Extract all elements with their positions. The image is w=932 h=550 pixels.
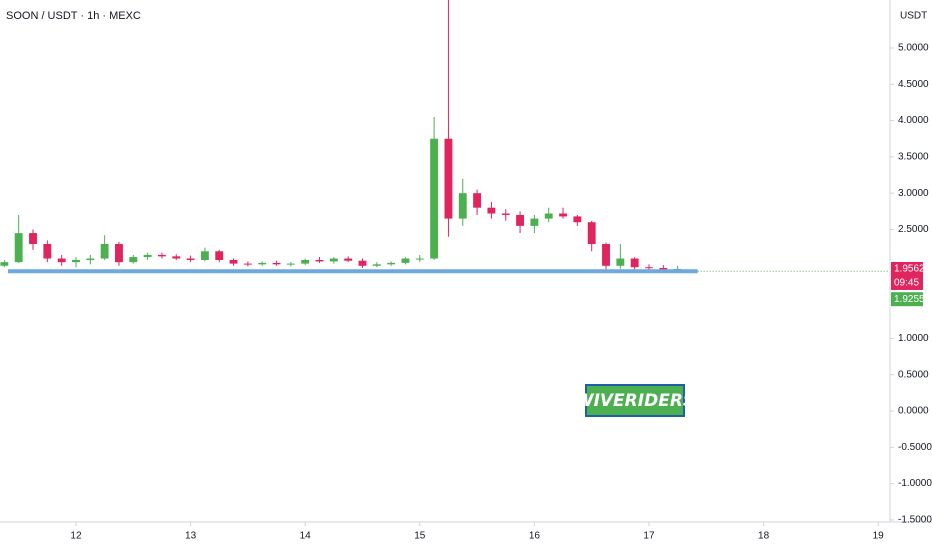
candle-body [616, 258, 625, 266]
candle-body [630, 258, 639, 268]
candle-body [43, 244, 52, 259]
candle-body [501, 213, 510, 215]
candle-body [14, 233, 23, 263]
y-tick-label: -0.5000 [898, 442, 932, 453]
candle-body [516, 214, 525, 226]
candle-body [272, 262, 281, 265]
chart-title: SOON / USDT · 1h · MEXC [6, 10, 141, 22]
candle-body [358, 260, 367, 266]
x-tick-label: 13 [185, 531, 197, 542]
candle-body [129, 257, 138, 263]
candle-body [473, 193, 482, 208]
plot-area [0, 0, 890, 274]
candle-body [243, 263, 252, 265]
candle-body [659, 267, 668, 270]
candle-body [229, 259, 238, 264]
logo-box [585, 384, 685, 417]
currency-label: USDT [900, 11, 927, 22]
candle-body [157, 254, 166, 257]
last-price-label: 1.9562 [894, 264, 925, 275]
candle-body [86, 258, 95, 260]
x-tick-label: 14 [300, 531, 312, 542]
y-tick-label: 4.5000 [898, 79, 929, 90]
y-tick-label: -1.5000 [898, 515, 932, 526]
candle-body [329, 258, 338, 262]
y-tick-label: 5.0000 [898, 43, 929, 54]
candle-body [200, 251, 209, 260]
x-tick-label: 12 [70, 531, 82, 542]
last-price-box [891, 261, 923, 290]
x-tick-label: 19 [873, 531, 885, 542]
y-tick-label: 3.0000 [898, 188, 929, 199]
candle-body [301, 259, 310, 264]
y-tick-label: 0.0000 [898, 406, 929, 417]
candle-body [115, 244, 123, 263]
countdown-label: 09:45 [894, 278, 919, 289]
candle-body [315, 259, 324, 262]
x-tick-label: 17 [643, 531, 655, 542]
candle-body [544, 213, 553, 219]
y-tick-label: 1.0000 [898, 333, 929, 344]
candle-body [72, 259, 80, 263]
y-tick-label: 2.5000 [898, 224, 929, 235]
candle-body [401, 258, 410, 263]
candle-body [186, 258, 195, 260]
candle-body [100, 244, 109, 259]
candle-body [559, 213, 567, 217]
candle-body [372, 264, 381, 266]
candle-body [573, 216, 582, 223]
price-line-label: 1.9255 [894, 294, 925, 305]
x-tick-label: 16 [529, 531, 541, 542]
candle-body [29, 233, 37, 245]
candle-body [0, 262, 9, 266]
candle-body [172, 256, 181, 259]
x-tick-label: 18 [758, 531, 770, 542]
y-tick-label: -1.0000 [898, 478, 932, 489]
candle-body [143, 254, 152, 258]
candle-body [415, 258, 424, 260]
x-tick-label: 15 [414, 531, 426, 542]
candle-body [387, 262, 396, 265]
candle-body [430, 138, 439, 259]
y-tick-label: 3.5000 [898, 152, 929, 163]
candle-body [215, 251, 224, 260]
candle-body [57, 258, 66, 263]
price-line-box [891, 292, 923, 307]
candle-body [286, 263, 295, 265]
candle-body [444, 138, 453, 219]
candle-body [458, 193, 467, 219]
candle-body [530, 218, 539, 226]
candle-body [587, 222, 596, 245]
candle-body [344, 258, 353, 261]
y-tick-label: 4.0000 [898, 115, 929, 126]
logo-text: WIVERIDERS [575, 391, 695, 411]
candle-body [602, 244, 610, 266]
candle-body [487, 207, 496, 214]
candle-body [645, 267, 653, 269]
y-tick-label: 0.5000 [898, 369, 929, 380]
candle-body [258, 262, 267, 265]
